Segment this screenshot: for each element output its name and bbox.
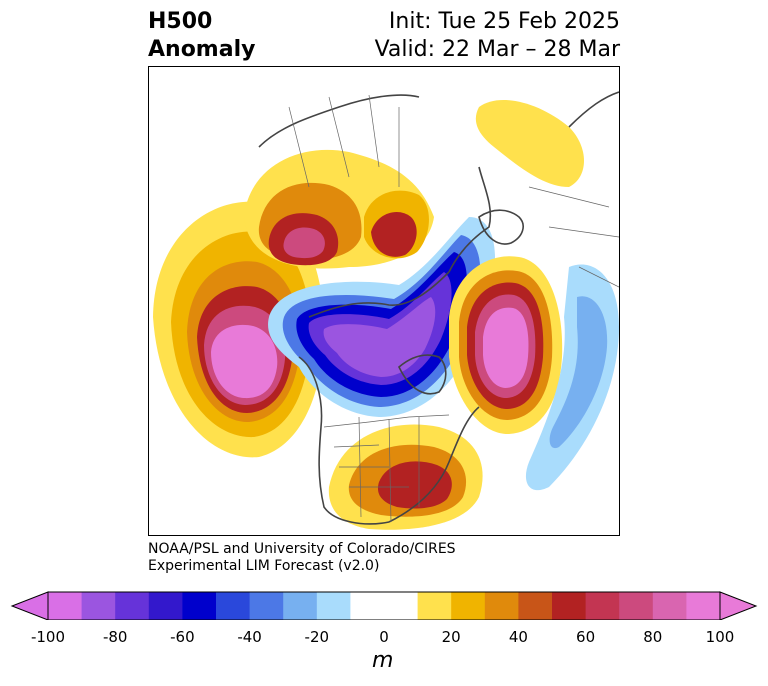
colorbar-swatch bbox=[283, 592, 318, 620]
colorbar-units: m bbox=[372, 648, 394, 673]
colorbar-swatch bbox=[115, 592, 150, 620]
anomaly-se-us bbox=[328, 424, 483, 530]
colorbar-swatch bbox=[451, 592, 486, 620]
anomaly-north-atlantic bbox=[449, 256, 563, 435]
colorbar-swatch bbox=[585, 592, 620, 620]
colorbar-swatch bbox=[81, 592, 116, 620]
colorbar-swatch bbox=[216, 592, 251, 620]
anomaly-ne-pacific bbox=[153, 201, 324, 458]
title-left: H500 Anomaly bbox=[148, 8, 255, 64]
colorbar-tick-label: -20 bbox=[304, 628, 330, 646]
colorbar-swatch bbox=[148, 592, 183, 620]
colorbar-swatch bbox=[619, 592, 654, 620]
colorbar-swatch bbox=[652, 592, 687, 620]
anomaly-siberia bbox=[475, 99, 584, 187]
colorbar-tick-label: 80 bbox=[643, 628, 663, 646]
colorbar-swatch bbox=[316, 592, 351, 620]
init-date: Init: Tue 25 Feb 2025 bbox=[388, 9, 620, 34]
anomaly-canada-north bbox=[244, 149, 434, 269]
colorbar-tick-label: 40 bbox=[508, 628, 528, 646]
colorbar-tick-label: 20 bbox=[441, 628, 461, 646]
colorbar-tick-label: 0 bbox=[379, 628, 389, 646]
colorbar-tick-label: 100 bbox=[705, 628, 735, 646]
colorbar-tick-label: -40 bbox=[237, 628, 262, 646]
colorbar-swatch bbox=[384, 592, 419, 620]
credit-text: NOAA/PSL and University of Colorado/CIRE… bbox=[148, 541, 456, 575]
colorbar-tick-label: 60 bbox=[576, 628, 596, 646]
colorbar-swatch bbox=[350, 592, 385, 620]
colorbar bbox=[10, 591, 758, 620]
title-right: Init: Tue 25 Feb 2025 Valid: 22 Mar – 28… bbox=[375, 8, 620, 64]
colorbar-tick-label: -80 bbox=[102, 628, 128, 646]
colorbar-arrow-right bbox=[719, 591, 758, 620]
colorbar-swatch bbox=[417, 592, 452, 620]
colorbar-swatch bbox=[484, 592, 519, 620]
title-anomaly: Anomaly bbox=[148, 37, 256, 62]
colorbar-swatch bbox=[182, 592, 217, 620]
colorbar-tick-label: -60 bbox=[170, 628, 195, 646]
colorbar-swatch bbox=[249, 592, 284, 620]
colorbar-arrow-left bbox=[10, 591, 49, 620]
anomaly-europe-negative bbox=[525, 264, 619, 491]
valid-range: Valid: 22 Mar – 28 Mar bbox=[374, 37, 620, 62]
colorbar-swatch bbox=[518, 592, 553, 620]
colorbar-swatch bbox=[552, 592, 587, 620]
coastlines bbox=[258, 91, 619, 525]
map-panel bbox=[148, 66, 620, 536]
colorbar-tick-label: -100 bbox=[30, 628, 66, 646]
credit-line-1: NOAA/PSL and University of Colorado/CIRE… bbox=[148, 541, 456, 557]
title-variable: H500 bbox=[148, 9, 213, 34]
colorbar-outline bbox=[47, 591, 721, 620]
colorbar-swatch bbox=[686, 592, 721, 620]
credit-line-2: Experimental LIM Forecast (v2.0) bbox=[148, 558, 380, 574]
borders bbox=[288, 94, 619, 523]
anomaly-arctic-negative bbox=[268, 217, 496, 417]
anomaly-map bbox=[153, 91, 619, 530]
colorbar-swatch bbox=[48, 592, 83, 620]
